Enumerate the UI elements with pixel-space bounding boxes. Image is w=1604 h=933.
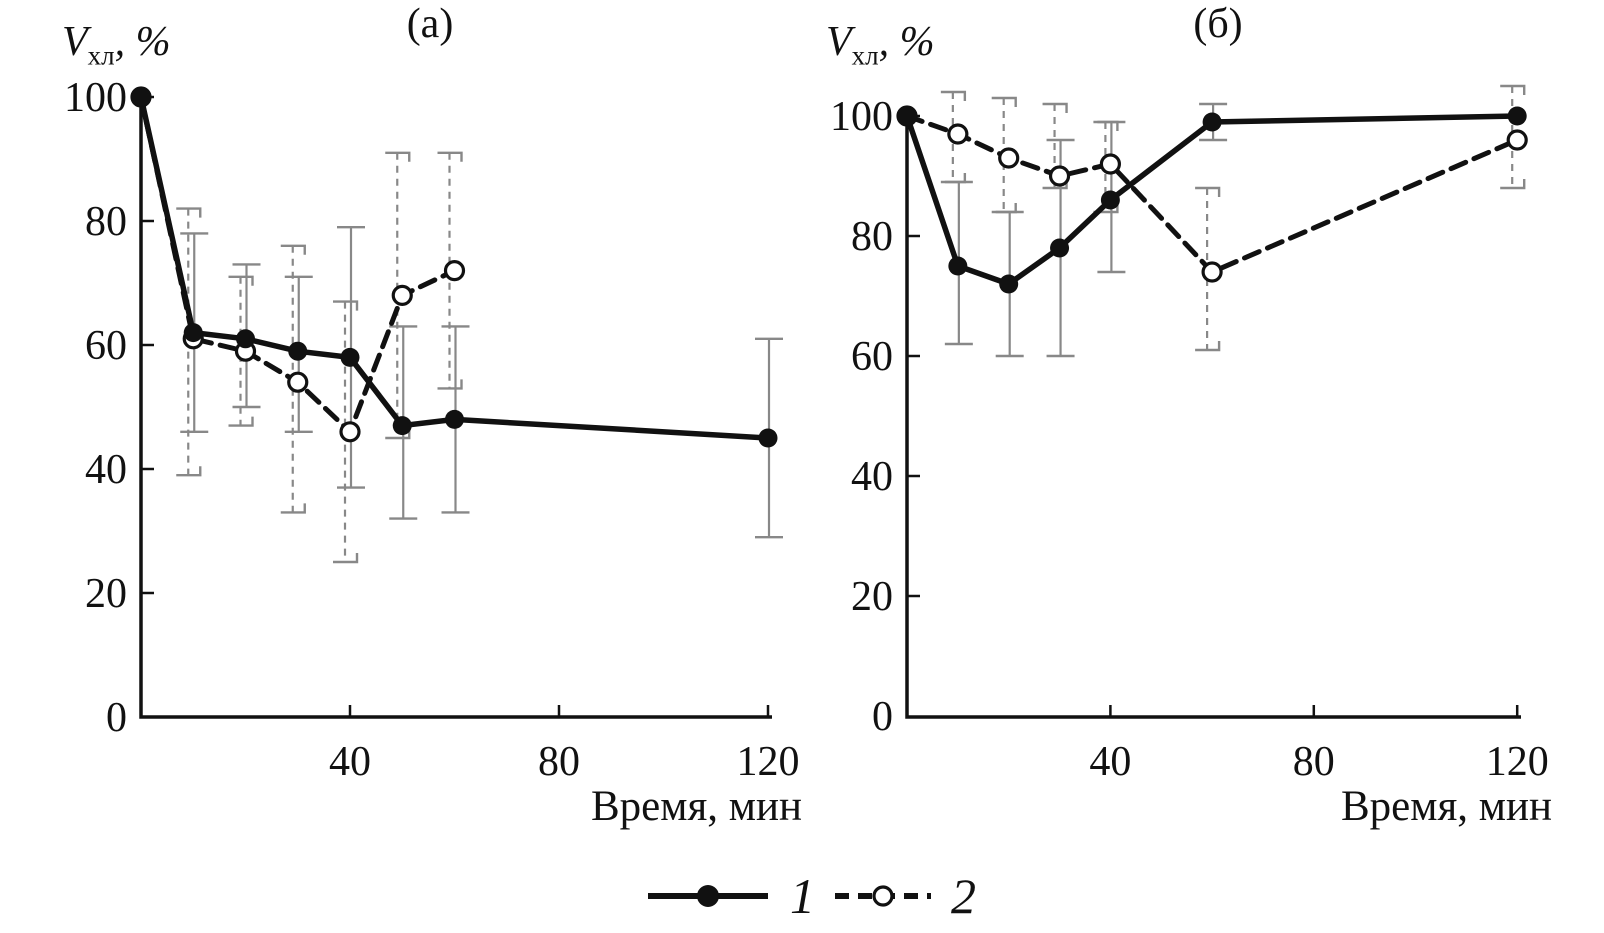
panel-a-xtick-label-120: 120 [737, 739, 800, 785]
errorbar-bracket-bottom [1195, 341, 1221, 352]
panel-a-xlabel: Время, мин [591, 783, 802, 830]
panel-b-series-1-marker-t0 [897, 106, 917, 126]
panel-a-series-2-marker-t30 [287, 371, 309, 393]
legend-series2-label: 2 [951, 868, 976, 924]
panel-a-series-1-marker-t50 [392, 416, 412, 436]
panel-b-xtick-label-80: 80 [1293, 739, 1335, 785]
errorbar-bracket-top [1042, 102, 1068, 113]
panel-a-series-2-errorbar-t20 [228, 275, 254, 427]
legend-series1-sample [648, 885, 768, 907]
panel-b-series-1-marker-t60 [1202, 112, 1222, 132]
panel-b-series-1-marker-t120 [1507, 106, 1527, 126]
legend-series2-marker [872, 885, 894, 907]
panel-b-xtick-label-120: 120 [1486, 739, 1549, 785]
errorbar-bracket-top [1093, 120, 1119, 131]
panel-b-ytick-label-20: 20 [851, 574, 893, 620]
panel-a-ylabel: Vхл, % [62, 18, 171, 71]
errorbar-bracket-bottom [940, 173, 967, 184]
panel-a-series-1-marker-t60 [445, 409, 464, 429]
errorbar-bracket-top [437, 151, 463, 162]
panel-b-series-2-marker-t120 [1506, 129, 1528, 151]
errorbar-bracket-top [333, 300, 359, 311]
panel-a-ytick-label-0: 0 [106, 695, 127, 741]
panel-b-ylabel-unit: , % [878, 19, 935, 65]
panel-a-series-1-marker-t120 [758, 428, 778, 448]
panel-b-ytick-label-40: 40 [851, 454, 893, 500]
panel-b-title: (б) [1193, 1, 1243, 47]
legend-series1-marker [697, 885, 719, 907]
panel-a-ylabel-var: V [62, 19, 88, 65]
panel-b-axes [905, 112, 1521, 719]
panel-b-xlabel: Время, мин [1341, 783, 1552, 830]
panel-a-series-1-marker-t40 [340, 347, 360, 367]
panel-a-series-1-marker-t30 [288, 341, 308, 361]
panel-b-series-1-marker-t20 [999, 274, 1019, 294]
panel-a-xtick-label-80: 80 [538, 739, 580, 785]
legend: 1 2 [560, 866, 1060, 926]
panel-b-series-2-marker-t20 [998, 147, 1020, 169]
errorbar-bracket-bottom [1500, 179, 1526, 190]
errorbar-bracket-bottom [280, 503, 306, 514]
panel-a-series-2-marker-t40 [339, 421, 361, 443]
panel-a: 0 20 40 60 80 100 40 80 120 [64, 75, 800, 785]
errorbar-bracket-bottom [991, 203, 1017, 214]
panel-a-ytick-label-40: 40 [85, 447, 127, 493]
panel-a-ytick-label-100: 100 [64, 75, 127, 121]
errorbar-bracket-top [176, 207, 202, 218]
panel-a-series-2-marker-t50 [391, 284, 413, 306]
errorbar-bracket-top [228, 275, 254, 286]
panel-a-series-1-marker-t0 [131, 87, 151, 107]
errorbar-bracket-top [991, 96, 1017, 107]
panel-a-ytick-label-80: 80 [85, 199, 127, 245]
panel-a-title: (а) [406, 1, 454, 47]
panel-a-ytick-label-60: 60 [85, 323, 127, 369]
errorbar-bracket-bottom [333, 553, 359, 564]
errorbar-bracket-top [280, 244, 306, 255]
panel-b-ytick-label-80: 80 [851, 214, 893, 260]
panel-a-series-2-marker-t60 [443, 260, 466, 282]
panel-a-series-1-marker-t10 [183, 323, 203, 343]
errorbar-bracket-top [385, 151, 411, 162]
panel-b-series-2-marker-t10 [947, 123, 969, 145]
panel-b-ytick-label-60: 60 [851, 334, 893, 380]
errorbar-bracket-bottom [176, 466, 202, 477]
panel-b-series-1-marker-t30 [1050, 238, 1070, 258]
errorbar-bracket-top [1195, 186, 1221, 197]
panel-b-series-2-marker-t40 [1099, 153, 1122, 175]
panel-a-series-1-marker-t20 [236, 329, 255, 349]
errorbar-bracket-bottom [228, 416, 254, 427]
panel-a-ytick-label-20: 20 [85, 571, 127, 617]
panel-b-ylabel-sub: хл [851, 40, 879, 71]
panel-b-ytick-label-100: 100 [830, 94, 893, 140]
panel-b-series-1-marker-t40 [1100, 190, 1120, 210]
panel-a-ylabel-sub: хл [87, 40, 115, 71]
errorbar-bracket-top [940, 90, 967, 101]
panel-a-xtick-label-40: 40 [329, 739, 371, 785]
errorbar-bracket-top [1500, 84, 1526, 95]
panel-b-series-2-marker-t60 [1201, 261, 1223, 283]
panel-b-ylabel-var: V [826, 19, 852, 65]
panel-b-series-1-marker-t10 [948, 256, 968, 276]
errorbar-bracket-bottom [437, 379, 463, 390]
panel-b-xtick-label-40: 40 [1089, 739, 1131, 785]
legend-series2-sample [835, 885, 931, 907]
panel-b-ytick-label-0: 0 [872, 694, 893, 740]
panel-b-series-2-marker-t30 [1048, 165, 1071, 187]
panel-b: 0 20 40 60 80 100 40 80 120 [830, 84, 1549, 785]
panel-b-ylabel: Vхл, % [826, 18, 935, 71]
panel-b-series-2-errorbar-t120 [1500, 84, 1526, 190]
panel-a-axes [139, 90, 772, 719]
legend-series1-label: 1 [790, 868, 815, 924]
panel-a-ylabel-unit: , % [114, 19, 171, 65]
